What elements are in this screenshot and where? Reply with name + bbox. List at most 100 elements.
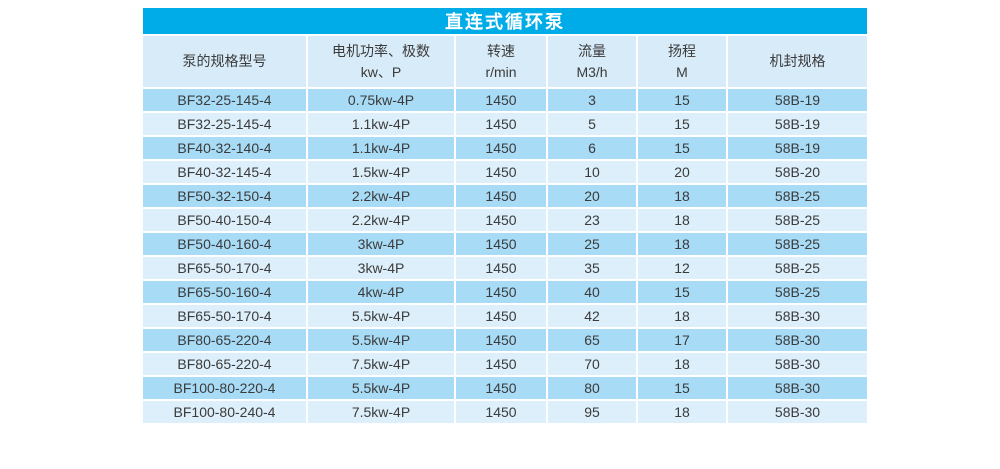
- cell-speed: 1450: [456, 305, 546, 327]
- cell-head: 15: [638, 89, 726, 111]
- table-row: BF65-50-170-4 3kw-4P 1450 35 12 58B-25: [143, 257, 867, 279]
- cell-power: 2.2kw-4P: [308, 185, 454, 207]
- cell-model: BF65-50-160-4: [143, 281, 306, 303]
- cell-head: 18: [638, 353, 726, 375]
- cell-head: 15: [638, 113, 726, 135]
- cell-model: BF40-32-140-4: [143, 137, 306, 159]
- cell-head: 18: [638, 185, 726, 207]
- cell-speed: 1450: [456, 113, 546, 135]
- cell-speed: 1450: [456, 401, 546, 423]
- cell-speed: 1450: [456, 257, 546, 279]
- cell-power: 5.5kw-4P: [308, 377, 454, 399]
- table-row: BF32-25-145-4 1.1kw-4P 1450 5 15 58B-19: [143, 113, 867, 135]
- cell-speed: 1450: [456, 185, 546, 207]
- table-row: BF65-50-170-4 5.5kw-4P 1450 42 18 58B-30: [143, 305, 867, 327]
- cell-model: BF65-50-170-4: [143, 305, 306, 327]
- cell-flow: 23: [548, 209, 636, 231]
- cell-head: 20: [638, 161, 726, 183]
- cell-flow: 6: [548, 137, 636, 159]
- table-row: BF50-40-160-4 3kw-4P 1450 25 18 58B-25: [143, 233, 867, 255]
- column-header-speed: 转速 r/min: [456, 36, 546, 87]
- cell-seal: 58B-25: [728, 185, 867, 207]
- cell-seal: 58B-30: [728, 353, 867, 375]
- cell-seal: 58B-19: [728, 113, 867, 135]
- cell-speed: 1450: [456, 377, 546, 399]
- cell-speed: 1450: [456, 89, 546, 111]
- cell-head: 12: [638, 257, 726, 279]
- cell-speed: 1450: [456, 209, 546, 231]
- column-header-label: 机封规格: [769, 53, 826, 69]
- cell-flow: 95: [548, 401, 636, 423]
- table-row: BF80-65-220-4 5.5kw-4P 1450 65 17 58B-30: [143, 329, 867, 351]
- table-row: BF50-40-150-4 2.2kw-4P 1450 23 18 58B-25: [143, 209, 867, 231]
- table-row: BF40-32-140-4 1.1kw-4P 1450 6 15 58B-19: [143, 137, 867, 159]
- cell-flow: 10: [548, 161, 636, 183]
- cell-power: 3kw-4P: [308, 257, 454, 279]
- cell-speed: 1450: [456, 329, 546, 351]
- table-header-row: 泵的规格型号 电机功率、极数 kw、P 转速 r/min 流量 M3/h 扬程 …: [143, 36, 867, 87]
- table-row: BF100-80-240-4 7.5kw-4P 1450 95 18 58B-30: [143, 401, 867, 423]
- table-title: 直连式循环泵: [143, 8, 867, 34]
- cell-flow: 70: [548, 353, 636, 375]
- cell-model: BF40-32-145-4: [143, 161, 306, 183]
- cell-seal: 58B-25: [728, 257, 867, 279]
- cell-model: BF80-65-220-4: [143, 353, 306, 375]
- cell-speed: 1450: [456, 233, 546, 255]
- cell-power: 1.5kw-4P: [308, 161, 454, 183]
- table-row: BF40-32-145-4 1.5kw-4P 1450 10 20 58B-20: [143, 161, 867, 183]
- cell-speed: 1450: [456, 353, 546, 375]
- cell-model: BF80-65-220-4: [143, 329, 306, 351]
- cell-seal: 58B-30: [728, 401, 867, 423]
- cell-flow: 80: [548, 377, 636, 399]
- cell-flow: 3: [548, 89, 636, 111]
- cell-seal: 58B-20: [728, 161, 867, 183]
- cell-seal: 58B-19: [728, 89, 867, 111]
- cell-model: BF32-25-145-4: [143, 89, 306, 111]
- cell-model: BF65-50-170-4: [143, 257, 306, 279]
- column-header-flow: 流量 M3/h: [548, 36, 636, 87]
- table-row: BF50-32-150-4 2.2kw-4P 1450 20 18 58B-25: [143, 185, 867, 207]
- cell-power: 7.5kw-4P: [308, 353, 454, 375]
- cell-flow: 25: [548, 233, 636, 255]
- cell-seal: 58B-30: [728, 377, 867, 399]
- cell-flow: 42: [548, 305, 636, 327]
- table-row: BF80-65-220-4 7.5kw-4P 1450 70 18 58B-30: [143, 353, 867, 375]
- cell-flow: 20: [548, 185, 636, 207]
- table-row: BF32-25-145-4 0.75kw-4P 1450 3 15 58B-19: [143, 89, 867, 111]
- cell-power: 3kw-4P: [308, 233, 454, 255]
- cell-head: 15: [638, 377, 726, 399]
- cell-model: BF50-40-160-4: [143, 233, 306, 255]
- cell-head: 18: [638, 209, 726, 231]
- cell-flow: 5: [548, 113, 636, 135]
- cell-seal: 58B-25: [728, 209, 867, 231]
- cell-head: 15: [638, 281, 726, 303]
- cell-power: 2.2kw-4P: [308, 209, 454, 231]
- table-row: BF65-50-160-4 4kw-4P 1450 40 15 58B-25: [143, 281, 867, 303]
- column-header-unit: r/min: [485, 63, 517, 80]
- column-header-model: 泵的规格型号: [143, 36, 306, 87]
- cell-seal: 58B-25: [728, 233, 867, 255]
- cell-model: BF50-40-150-4: [143, 209, 306, 231]
- cell-head: 18: [638, 233, 726, 255]
- cell-head: 18: [638, 305, 726, 327]
- column-header-unit: M: [676, 63, 688, 80]
- cell-speed: 1450: [456, 161, 546, 183]
- cell-head: 18: [638, 401, 726, 423]
- cell-power: 0.75kw-4P: [308, 89, 454, 111]
- spec-table: 直连式循环泵 泵的规格型号 电机功率、极数 kw、P 转速 r/min 流量 M…: [143, 8, 867, 423]
- column-header-label: 电机功率、极数: [332, 42, 430, 59]
- cell-power: 7.5kw-4P: [308, 401, 454, 423]
- cell-seal: 58B-19: [728, 137, 867, 159]
- cell-flow: 35: [548, 257, 636, 279]
- cell-power: 4kw-4P: [308, 281, 454, 303]
- cell-model: BF32-25-145-4: [143, 113, 306, 135]
- cell-model: BF100-80-240-4: [143, 401, 306, 423]
- column-header-unit: kw、P: [360, 63, 402, 80]
- cell-speed: 1450: [456, 137, 546, 159]
- cell-model: BF100-80-220-4: [143, 377, 306, 399]
- cell-power: 5.5kw-4P: [308, 305, 454, 327]
- column-header-power: 电机功率、极数 kw、P: [308, 36, 454, 87]
- cell-power: 1.1kw-4P: [308, 137, 454, 159]
- cell-model: BF50-32-150-4: [143, 185, 306, 207]
- column-header-label: 转速: [487, 42, 515, 59]
